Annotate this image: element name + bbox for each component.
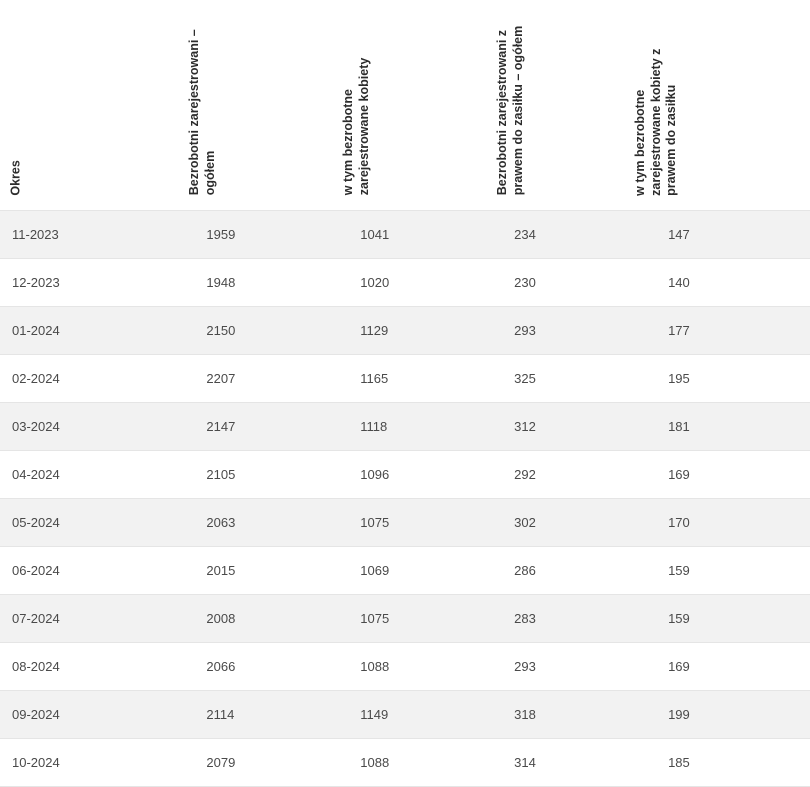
table-row: 01-202421501129293177 [0,306,810,354]
table-cell: 195 [656,354,810,402]
table-cell: 04-2024 [0,450,194,498]
table-cell: 199 [656,690,810,738]
col-header-label: w tym bezrobotne zarejestrowane kobiety [341,16,372,196]
table-cell: 140 [656,258,810,306]
table-body: 11-20231959104123414712-2023194810202301… [0,210,810,786]
table-cell: 08-2024 [0,642,194,690]
table-cell: 170 [656,498,810,546]
col-header-benefit-women: w tym bezrobotne zarejestrowane kobiety … [656,0,810,210]
table-cell: 234 [502,210,656,258]
table-cell: 2066 [194,642,348,690]
table-cell: 312 [502,402,656,450]
table-row: 05-202420631075302170 [0,498,810,546]
table-cell: 03-2024 [0,402,194,450]
table-cell: 283 [502,594,656,642]
table-cell: 314 [502,738,656,786]
unemployment-table: Okres Bezrobotni zarejestrowani – ogółem… [0,0,810,787]
table-cell: 1118 [348,402,502,450]
table-cell: 1088 [348,642,502,690]
table-cell: 2079 [194,738,348,786]
table-cell: 1088 [348,738,502,786]
col-header-label: w tym bezrobotne zarejestrowane kobiety … [633,16,680,196]
table-cell: 1041 [348,210,502,258]
table-row: 02-202422071165325195 [0,354,810,402]
table-cell: 02-2024 [0,354,194,402]
table-cell: 292 [502,450,656,498]
table-row: 07-202420081075283159 [0,594,810,642]
table-row: 09-202421141149318199 [0,690,810,738]
col-header-label: Bezrobotni zarejestrowani – ogółem [187,16,218,196]
table-cell: 147 [656,210,810,258]
table-cell: 177 [656,306,810,354]
table-cell: 159 [656,594,810,642]
table-cell: 2063 [194,498,348,546]
table-cell: 1069 [348,546,502,594]
table-cell: 1020 [348,258,502,306]
table-cell: 1959 [194,210,348,258]
col-header-label: Okres [8,16,24,196]
table-cell: 181 [656,402,810,450]
table-cell: 01-2024 [0,306,194,354]
table-cell: 2147 [194,402,348,450]
table-cell: 06-2024 [0,546,194,594]
table-row: 03-202421471118312181 [0,402,810,450]
col-header-women: w tym bezrobotne zarejestrowane kobiety [348,0,502,210]
table-cell: 11-2023 [0,210,194,258]
table-cell: 169 [656,642,810,690]
table-cell: 185 [656,738,810,786]
table-cell: 169 [656,450,810,498]
table-row: 08-202420661088293169 [0,642,810,690]
table-cell: 286 [502,546,656,594]
table-row: 06-202420151069286159 [0,546,810,594]
table-cell: 325 [502,354,656,402]
table-row: 04-202421051096292169 [0,450,810,498]
table-cell: 1149 [348,690,502,738]
table-cell: 05-2024 [0,498,194,546]
table-cell: 293 [502,642,656,690]
table-cell: 1129 [348,306,502,354]
table-cell: 2150 [194,306,348,354]
table-row: 11-202319591041234147 [0,210,810,258]
table-cell: 2008 [194,594,348,642]
table-cell: 1096 [348,450,502,498]
table-row: 10-202420791088314185 [0,738,810,786]
table-cell: 302 [502,498,656,546]
table-cell: 293 [502,306,656,354]
col-header-okres: Okres [0,0,194,210]
table-cell: 09-2024 [0,690,194,738]
table-cell: 2114 [194,690,348,738]
table-cell: 1165 [348,354,502,402]
table-cell: 230 [502,258,656,306]
table-cell: 1075 [348,594,502,642]
table-cell: 12-2023 [0,258,194,306]
table-cell: 2105 [194,450,348,498]
col-header-label: Bezrobotni zarejestrowani z prawem do za… [495,16,526,196]
table-cell: 318 [502,690,656,738]
table-cell: 1075 [348,498,502,546]
table-cell: 159 [656,546,810,594]
table-cell: 2015 [194,546,348,594]
table-row: 12-202319481020230140 [0,258,810,306]
table-cell: 10-2024 [0,738,194,786]
table-cell: 1948 [194,258,348,306]
table-cell: 07-2024 [0,594,194,642]
col-header-total: Bezrobotni zarejestrowani – ogółem [194,0,348,210]
table-cell: 2207 [194,354,348,402]
table-header: Okres Bezrobotni zarejestrowani – ogółem… [0,0,810,210]
